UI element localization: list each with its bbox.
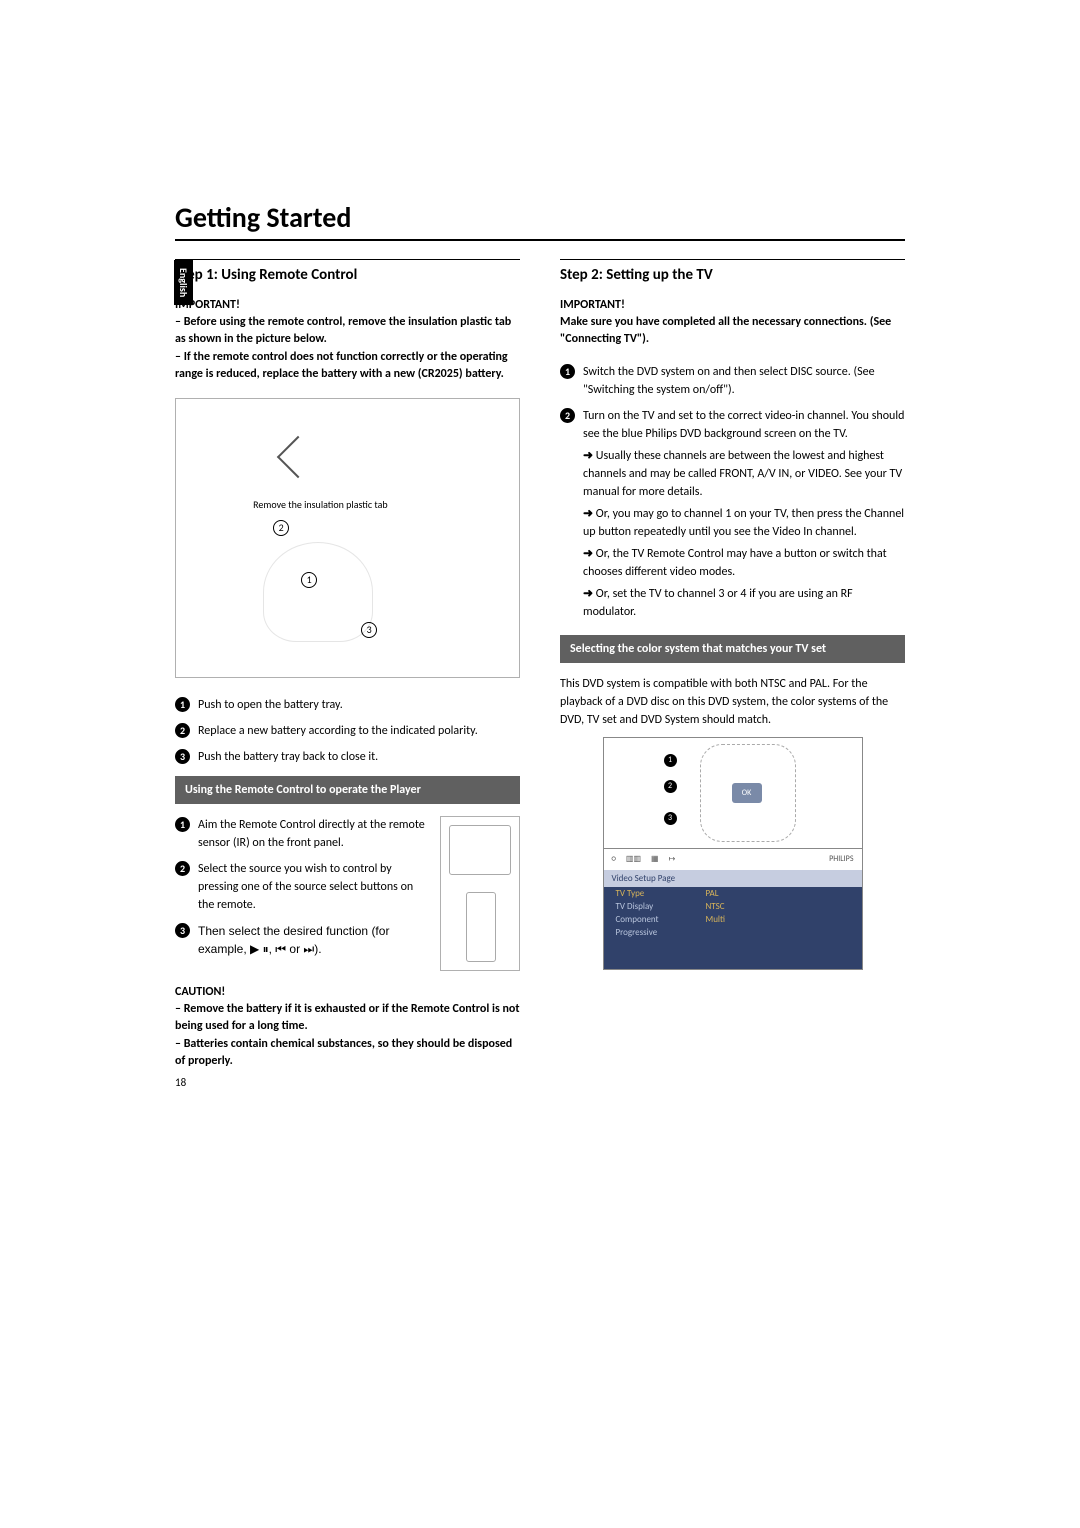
step-text: Turn on the TV and set to the correct vi… (583, 407, 905, 443)
important-label: IMPORTANT! (175, 298, 520, 312)
content-columns: Step 1: Using Remote Control IMPORTANT! … (175, 259, 905, 1084)
step-number-badge: 1 (560, 364, 575, 379)
osd-menu-row: TV Display NTSC (604, 900, 862, 913)
manual-page: English Getting Started Step 1: Using Re… (0, 0, 1080, 1144)
step-text: Push to open the battery tray. (198, 696, 343, 714)
brand-label: PHILIPS (829, 854, 853, 864)
arrow-bullet: Or, set the TV to channel 3 or 4 if you … (583, 585, 905, 621)
osd-label: TV Type (616, 888, 706, 899)
osd-label: Component (616, 914, 706, 925)
left-column: Step 1: Using Remote Control IMPORTANT! … (175, 259, 520, 1084)
caution-body: – Remove the battery if it is exhausted … (175, 1001, 520, 1071)
step-text: Aim the Remote Control directly at the r… (198, 816, 432, 852)
step-number-badge: 1 (175, 817, 190, 832)
battery-figure: Remove the insulation plastic tab 2 1 3 (175, 398, 520, 678)
remote-operate-section: 1 Aim the Remote Control directly at the… (175, 816, 520, 971)
page-number: 18 (175, 1076, 186, 1089)
osd-menu-row: Component Multi (604, 913, 862, 926)
figure-caption: Remove the insulation plastic tab (253, 498, 387, 511)
osd-menu: Video Setup Page TV Type PAL TV Display … (604, 870, 862, 969)
list-item: 2 Turn on the TV and set to the correct … (560, 407, 905, 625)
step-text: Replace a new battery according to the i… (198, 722, 478, 740)
list-item: 3 Push the battery tray back to close it… (175, 748, 520, 766)
step-number-badge: 2 (175, 861, 190, 876)
figure-mark-2: 2 (273, 520, 289, 536)
compat-text: This DVD system is compatible with both … (560, 675, 905, 729)
step-number-badge: 1 (175, 697, 190, 712)
list-item: 2 Select the source you wish to control … (175, 860, 432, 914)
osd-label: Progressive (616, 927, 706, 938)
arrow-bullet: Or, you may go to channel 1 on your TV, … (583, 505, 905, 541)
osd-menu-row: Progressive (604, 926, 862, 939)
step2-title: Step 2: Setting up the TV (560, 259, 905, 284)
status-icon: ↦ (669, 854, 676, 864)
step-number-badge: 2 (560, 408, 575, 423)
osd-value: NTSC (706, 901, 725, 912)
step-text: Then select the desired function (for ex… (198, 922, 432, 958)
list-item: 1 Push to open the battery tray. (175, 696, 520, 714)
arrow-bullet: Usually these channels are between the l… (583, 447, 905, 501)
arrow-icon (277, 436, 319, 478)
tv-menu-figure: OK 1 2 3 ○ ▥▥ ▦ ↦ PHILIPS Video Setup Pa… (603, 737, 863, 970)
list-item: 1 Aim the Remote Control directly at the… (175, 816, 432, 852)
osd-label: TV Display (616, 901, 706, 912)
list-item: 2 Replace a new battery according to the… (175, 722, 520, 740)
caution-label: CAUTION! (175, 985, 520, 999)
player-remote-figure (440, 816, 520, 971)
ok-button-icon: OK (732, 783, 762, 803)
important-body: Make sure you have completed all the nec… (560, 314, 905, 349)
status-icon: ▥▥ (626, 854, 641, 864)
step-number-badge: 2 (175, 723, 190, 738)
figure-badge: 2 (664, 780, 677, 793)
step-text: Push the battery tray back to close it. (198, 748, 378, 766)
language-tab: English (174, 260, 193, 305)
page-title: Getting Started (175, 200, 905, 241)
remote-closeup: OK 1 2 3 (604, 738, 862, 848)
callout-box: Selecting the color system that matches … (560, 635, 905, 663)
osd-menu-header: Video Setup Page (604, 870, 862, 887)
list-item: 3 Then select the desired function (for … (175, 922, 432, 958)
important-label: IMPORTANT! (560, 298, 905, 312)
figure-badge: 1 (664, 754, 677, 767)
step1-title: Step 1: Using Remote Control (175, 259, 520, 284)
hand-illustration (263, 542, 373, 642)
important-body: – Before using the remote control, remov… (175, 314, 520, 384)
callout-box: Using the Remote Control to operate the … (175, 776, 520, 804)
figure-mark-3: 3 (361, 622, 377, 638)
status-icon: ▦ (651, 854, 659, 864)
status-bar: ○ ▥▥ ▦ ↦ PHILIPS (604, 848, 862, 870)
right-column: Step 2: Setting up the TV IMPORTANT! Mak… (560, 259, 905, 1084)
status-icon: ○ (612, 854, 616, 864)
arrow-bullet: Or, the TV Remote Control may have a but… (583, 545, 905, 581)
osd-menu-row: TV Type PAL (604, 887, 862, 900)
step-number-badge: 3 (175, 923, 190, 938)
osd-value: Multi (706, 914, 726, 925)
step-text: Select the source you wish to control by… (198, 860, 432, 914)
osd-value: PAL (706, 888, 719, 899)
figure-badge: 3 (664, 812, 677, 825)
list-item: 1 Switch the DVD system on and then sele… (560, 363, 905, 399)
step-text: Switch the DVD system on and then select… (583, 363, 905, 399)
step-number-badge: 3 (175, 749, 190, 764)
